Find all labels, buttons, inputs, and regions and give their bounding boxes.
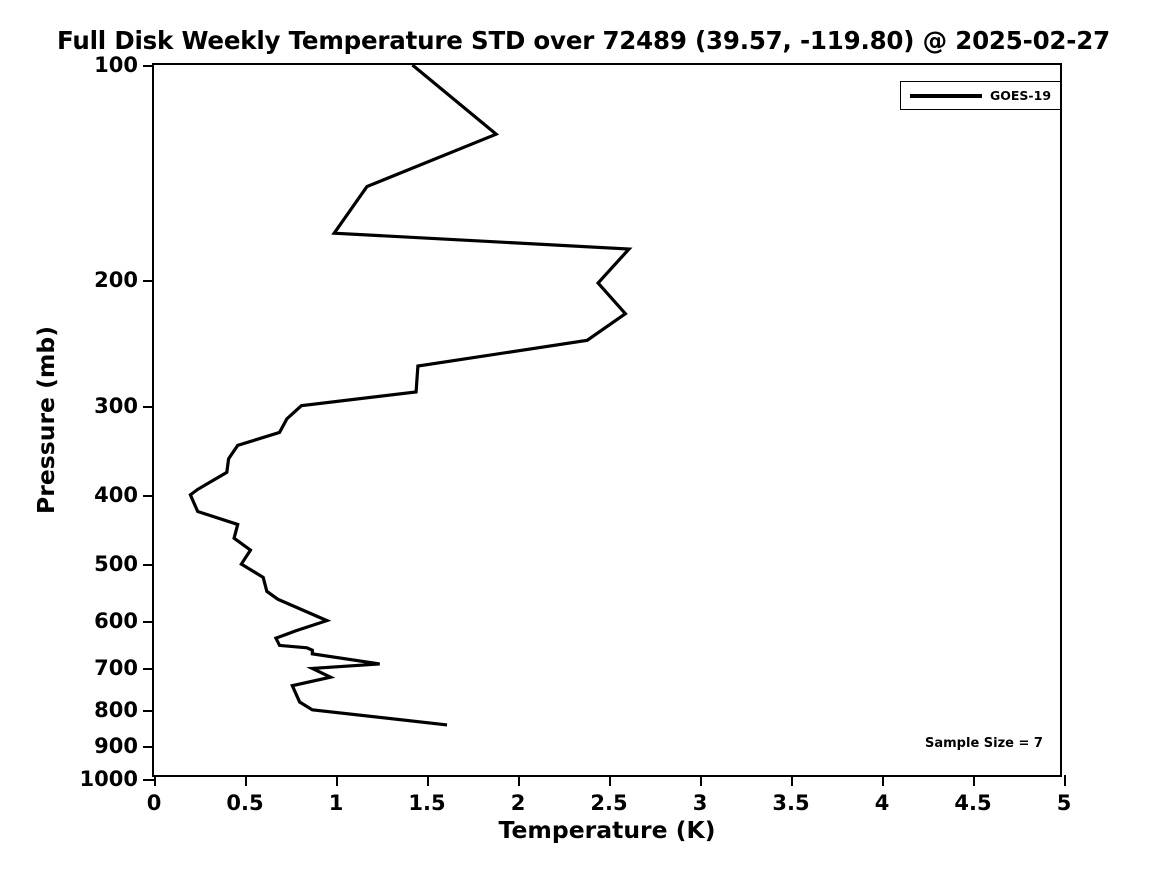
x-tick-label: 4: [874, 791, 890, 815]
plot-area: 100 200 300 400 500 600 700 800 900 1000 0 0.5 1 1.5…: [80, 53, 1072, 815]
y-tick-label: 900: [94, 734, 138, 759]
y-axis-label: Pressure (mb): [32, 326, 60, 514]
data-line-svg: [188, 65, 633, 727]
y-tick-mark: [143, 746, 154, 749]
x-tick-label: 5: [1056, 791, 1072, 815]
page-title: Full Disk Weekly Temperature STD over 72…: [57, 26, 1110, 55]
y-tick-label: 700: [94, 656, 138, 681]
x-tick-mark: [1064, 775, 1066, 786]
x-tick-mark: [609, 775, 611, 786]
y-tick-label: 600: [94, 608, 138, 633]
legend-label-goes-19: GOES-19: [990, 88, 1052, 103]
y-tick-label: 400: [94, 482, 138, 507]
y-tick-mark: [143, 279, 154, 282]
y-tick-mark: [143, 65, 154, 67]
x-tick-mark: [518, 775, 520, 786]
x-tick-label: 0: [146, 791, 162, 815]
y-tick-mark: [143, 779, 154, 781]
x-tick-label: 2.5: [590, 791, 628, 815]
x-tick-mark: [882, 775, 884, 786]
legend-line-swatch: [910, 93, 982, 98]
y-tick-label: 300: [94, 393, 138, 418]
y-tick-mark: [143, 668, 154, 671]
sample-size-annotation: Sample Size = 7: [925, 736, 1043, 751]
x-tick-mark: [245, 775, 247, 786]
x-axis-label: Temperature (K): [498, 816, 716, 844]
x-tick-label: 1: [328, 791, 344, 815]
y-tick-label: 100: [94, 53, 138, 77]
x-tick-label: 1.5: [408, 791, 446, 815]
y-tick-label: 200: [94, 267, 138, 292]
x-tick-mark: [427, 775, 429, 786]
x-tick-mark: [154, 775, 156, 786]
x-tick-mark: [791, 775, 793, 786]
y-tick-mark: [143, 564, 154, 567]
x-tick-mark: [973, 775, 975, 786]
legend: GOES-19: [900, 81, 1062, 110]
y-tick-mark: [143, 494, 154, 497]
y-tick-mark: [143, 709, 154, 712]
x-tick-label: 2: [510, 791, 526, 815]
y-tick-label: 500: [94, 552, 138, 577]
x-tick-mark: [700, 775, 702, 786]
x-tick-label: 3: [692, 791, 708, 815]
data-line-goes-19: [188, 65, 633, 727]
y-tick-mark: [143, 620, 154, 623]
x-tick-label: 3.5: [772, 791, 810, 815]
y-tick-mark: [143, 405, 154, 408]
y-tick-label: 1000: [79, 767, 138, 791]
y-tick-label: 800: [94, 697, 138, 722]
x-tick-mark: [336, 775, 338, 786]
x-tick-label: 0.5: [226, 791, 264, 815]
x-tick-label: 4.5: [954, 791, 992, 815]
